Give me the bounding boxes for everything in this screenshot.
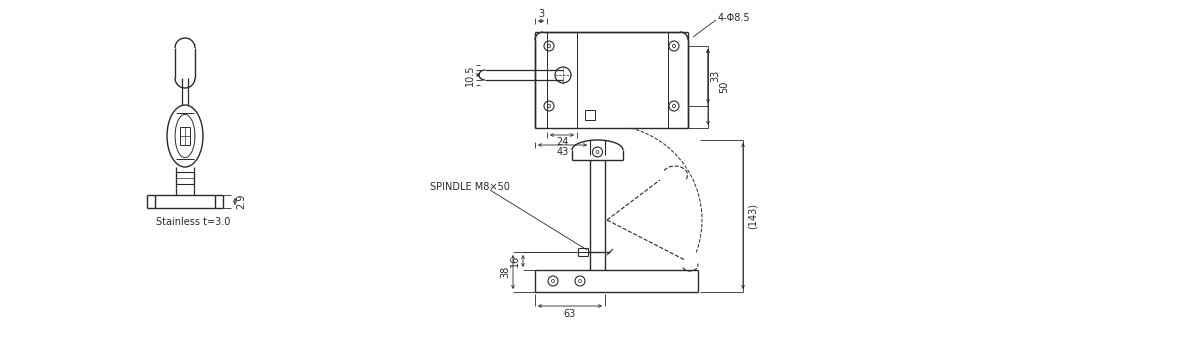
Text: 3: 3 [538,9,544,19]
Text: 50: 50 [719,81,730,93]
Text: 24: 24 [556,137,568,147]
Text: 2.9: 2.9 [236,194,246,209]
Text: Stainless t=3.0: Stainless t=3.0 [156,217,230,227]
Text: 10.5: 10.5 [465,64,474,86]
Text: 33: 33 [710,70,720,82]
Text: 43: 43 [556,147,569,157]
Text: 4-Φ8.5: 4-Φ8.5 [718,13,751,23]
Text: 38: 38 [500,266,510,278]
Text: SPINDLE M8×50: SPINDLE M8×50 [430,182,510,192]
Text: 16: 16 [510,255,520,267]
Text: 63: 63 [564,309,576,319]
Text: (143): (143) [748,203,758,229]
